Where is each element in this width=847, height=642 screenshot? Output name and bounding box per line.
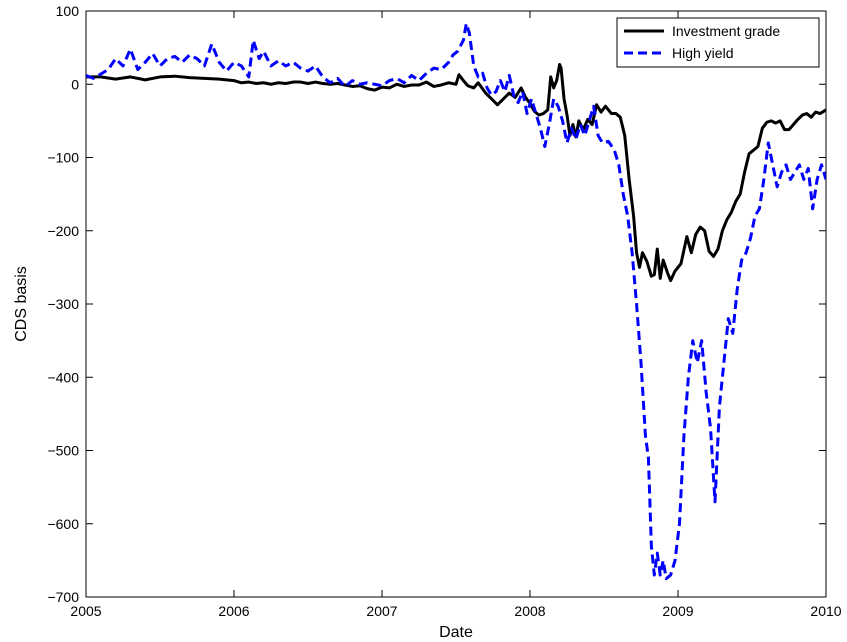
series-layer	[86, 21, 826, 581]
legend-label-high-yield: High yield	[672, 45, 733, 61]
x-axis-label: Date	[439, 624, 473, 641]
y-tick-label: −700	[47, 589, 79, 605]
x-tick-label: 2007	[366, 603, 397, 619]
y-tick-label: 0	[71, 76, 79, 92]
x-tick-label: 2008	[514, 603, 545, 619]
legend-label-investment-grade: Investment grade	[672, 23, 780, 39]
x-tick-label: 2006	[218, 603, 249, 619]
legend: Investment grade High yield	[616, 17, 820, 68]
y-axis: 100 0 −100 −200 −300 −400 −500 −600 −700	[47, 3, 826, 605]
y-tick-label: −500	[47, 443, 79, 459]
y-tick-label: −100	[47, 150, 79, 166]
y-tick-label: −400	[47, 369, 79, 385]
series-line-high-yield	[86, 21, 826, 581]
x-tick-label: 2005	[70, 603, 101, 619]
y-tick-label: 100	[56, 3, 80, 19]
x-axis: 2005 2006 2007 2008 2009 2010	[70, 11, 842, 619]
y-axis-label: CDS basis	[13, 266, 30, 342]
x-tick-label: 2009	[662, 603, 693, 619]
series-line-investment-grade	[86, 62, 826, 283]
y-tick-label: −600	[47, 516, 79, 532]
plot-area	[85, 10, 827, 598]
y-tick-label: −300	[47, 296, 79, 312]
x-tick-label: 2010	[810, 603, 841, 619]
y-tick-label: −200	[47, 223, 79, 239]
legend-box	[616, 17, 820, 68]
